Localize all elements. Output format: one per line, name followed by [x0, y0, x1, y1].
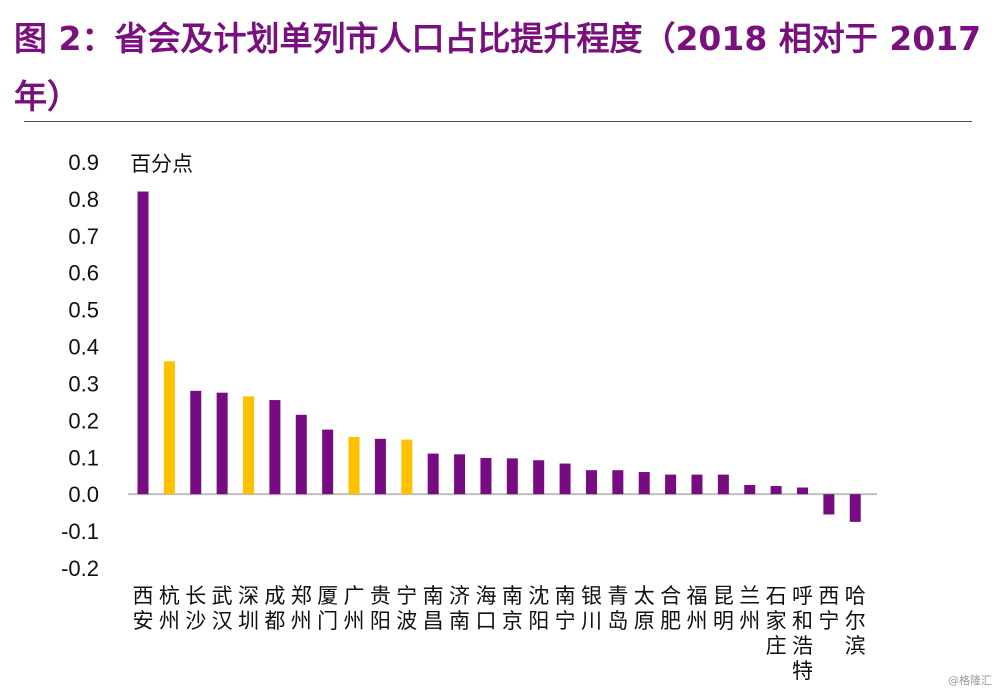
bar: [823, 494, 835, 515]
x-category-label: 合肥: [660, 584, 681, 633]
bar: [665, 474, 677, 495]
y-axis-unit-label: 百分点: [130, 152, 193, 176]
y-tick-label: -0.1: [61, 519, 99, 544]
watermark: @格隆汇: [948, 674, 992, 687]
y-tick-label: 0.3: [68, 371, 99, 396]
bar: [348, 436, 360, 495]
y-tick-label: 0.8: [68, 187, 99, 212]
x-category-label: 石家庄: [766, 584, 787, 658]
x-category-label: 厦门: [317, 584, 338, 633]
bar: [770, 486, 782, 495]
y-tick-label: 0.7: [68, 224, 99, 249]
bar: [480, 458, 492, 495]
x-category-label: 宁波: [396, 584, 417, 633]
bar: [559, 463, 571, 495]
bar: [506, 458, 518, 495]
y-tick-label: 0.0: [68, 482, 99, 507]
bar: [638, 472, 650, 495]
bar: [295, 414, 307, 495]
x-category-label: 济南: [449, 584, 470, 633]
x-category-label: 呼和浩特: [792, 584, 813, 683]
y-tick-label: -0.2: [61, 556, 99, 581]
bar: [374, 438, 386, 495]
x-category-label: 杭州: [159, 584, 180, 633]
x-category-label: 郑州: [291, 584, 312, 633]
x-category-label: 西安: [133, 584, 154, 633]
y-tick-label: 0.1: [68, 445, 99, 470]
bar: [691, 474, 703, 495]
x-category-label: 哈尔滨: [845, 584, 866, 658]
bar: [717, 474, 729, 495]
chart-title: 图 2：省会及计划单列市人口占比提升程度（2018 相对于 2017 年）: [14, 19, 982, 116]
bar: [744, 484, 756, 495]
bar: [137, 191, 149, 495]
bar: [849, 494, 861, 522]
bar: [585, 470, 597, 495]
bar: [216, 392, 228, 495]
x-category-label: 兰州: [739, 584, 760, 633]
x-category-label: 长沙: [185, 584, 206, 633]
bar: [243, 396, 255, 495]
bar: [533, 460, 545, 495]
y-tick-label: 0.5: [68, 298, 99, 323]
bar: [427, 453, 439, 495]
x-axis-labels: 西安杭州长沙武汉深圳成都郑州厦门广州贵阳宁波南昌济南海口南京沈阳南宁银川青岛太原…: [133, 584, 866, 683]
y-tick-label: 0.2: [68, 408, 99, 433]
x-category-label: 南京: [502, 584, 523, 633]
x-category-label: 福州: [686, 584, 707, 633]
bar: [269, 400, 281, 495]
bar: [322, 429, 334, 495]
x-category-label: 昆明: [713, 584, 734, 633]
x-category-label: 太原: [634, 584, 655, 633]
bar: [190, 390, 202, 495]
bar: [612, 470, 624, 495]
bar: [163, 361, 175, 495]
y-tick-label: 0.9: [68, 150, 99, 175]
x-category-label: 青岛: [607, 584, 628, 633]
x-category-label: 广州: [344, 584, 365, 633]
y-axis-ticks: 0.9 0.8 0.7 0.6 0.5 0.4 0.3 0.2 0.1 0.0 -0.1 -0.2: [61, 150, 99, 581]
x-category-label: 深圳: [238, 584, 259, 633]
x-category-label: 南宁: [555, 584, 576, 633]
bars: [137, 191, 861, 522]
x-category-label: 沈阳: [528, 584, 549, 633]
bar: [401, 439, 413, 495]
x-category-label: 南昌: [423, 584, 444, 633]
y-tick-label: 0.6: [68, 261, 99, 286]
bar: [454, 454, 466, 495]
x-category-label: 贵阳: [370, 584, 391, 633]
y-tick-label: 0.4: [68, 335, 99, 360]
x-category-label: 银川: [581, 584, 602, 633]
title-divider: [24, 121, 972, 122]
x-category-label: 成都: [264, 584, 285, 633]
x-category-label: 武汉: [212, 584, 233, 633]
x-category-label: 海口: [475, 584, 496, 633]
bar: [797, 487, 808, 495]
x-category-label: 西宁: [818, 584, 839, 633]
